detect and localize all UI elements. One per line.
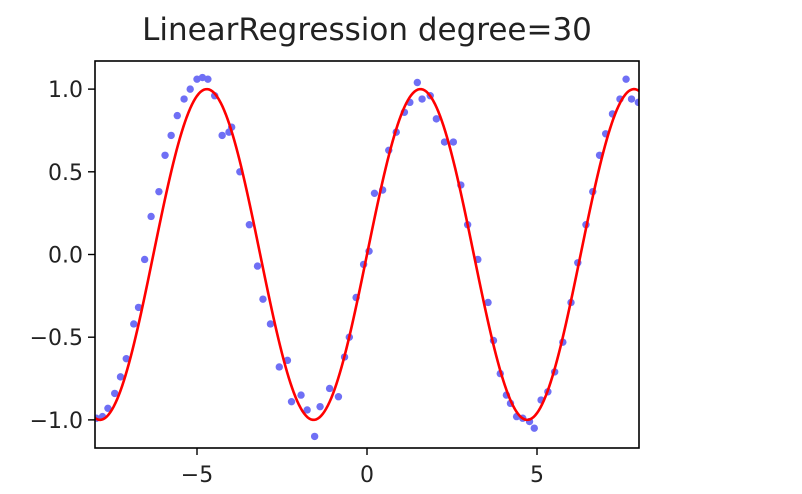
data-point	[140, 255, 149, 264]
data-point	[334, 393, 343, 401]
data-point	[287, 397, 296, 406]
data-point	[122, 354, 130, 363]
x-tick-label: 5	[530, 463, 544, 488]
y-axis: 1.0 0.5 0.0 −0.5 −1.0	[30, 78, 95, 434]
y-tick-label: −0.5	[30, 326, 83, 351]
y-tick-label: −1.0	[30, 409, 83, 434]
data-point	[530, 424, 538, 432]
data-point	[484, 298, 492, 307]
data-point	[245, 221, 254, 229]
data-point	[413, 78, 422, 87]
data-point	[253, 262, 262, 270]
data-point	[111, 389, 119, 398]
data-point	[310, 432, 319, 441]
chart-title: LinearRegression degree=30	[142, 12, 592, 48]
data-point	[116, 373, 125, 381]
data-point	[432, 115, 441, 123]
data-point	[316, 402, 324, 411]
data-point	[173, 111, 181, 120]
x-axis: −5 0 5	[181, 448, 544, 488]
data-point	[104, 404, 112, 413]
y-tick-label: 1.0	[48, 78, 83, 103]
regression-line	[95, 87, 639, 422]
x-tick-label: 0	[360, 463, 374, 488]
data-point	[266, 320, 275, 328]
data-point	[204, 75, 212, 83]
data-point	[627, 95, 636, 103]
data-point	[130, 320, 138, 328]
x-tick-label: −5	[181, 463, 213, 488]
data-point	[634, 98, 639, 107]
data-point	[622, 75, 630, 83]
y-tick-label: 0.5	[48, 161, 83, 186]
y-tick-label: 0.0	[48, 244, 83, 269]
data-point	[259, 295, 267, 303]
data-point	[440, 138, 449, 146]
axes-frame	[94, 60, 640, 449]
data-point	[325, 384, 334, 393]
data-point	[167, 131, 175, 140]
data-point	[134, 303, 143, 312]
data-point	[180, 95, 188, 103]
data-point	[186, 85, 194, 93]
data-point	[370, 189, 379, 198]
data-point	[147, 212, 155, 221]
data-point	[155, 187, 163, 196]
data-point	[418, 95, 426, 103]
data-point	[161, 151, 169, 159]
data-point	[275, 363, 283, 371]
data-point	[449, 138, 458, 146]
data-point	[218, 131, 226, 140]
data-point	[297, 391, 305, 399]
data-point	[303, 406, 311, 414]
plot-area	[95, 73, 639, 441]
